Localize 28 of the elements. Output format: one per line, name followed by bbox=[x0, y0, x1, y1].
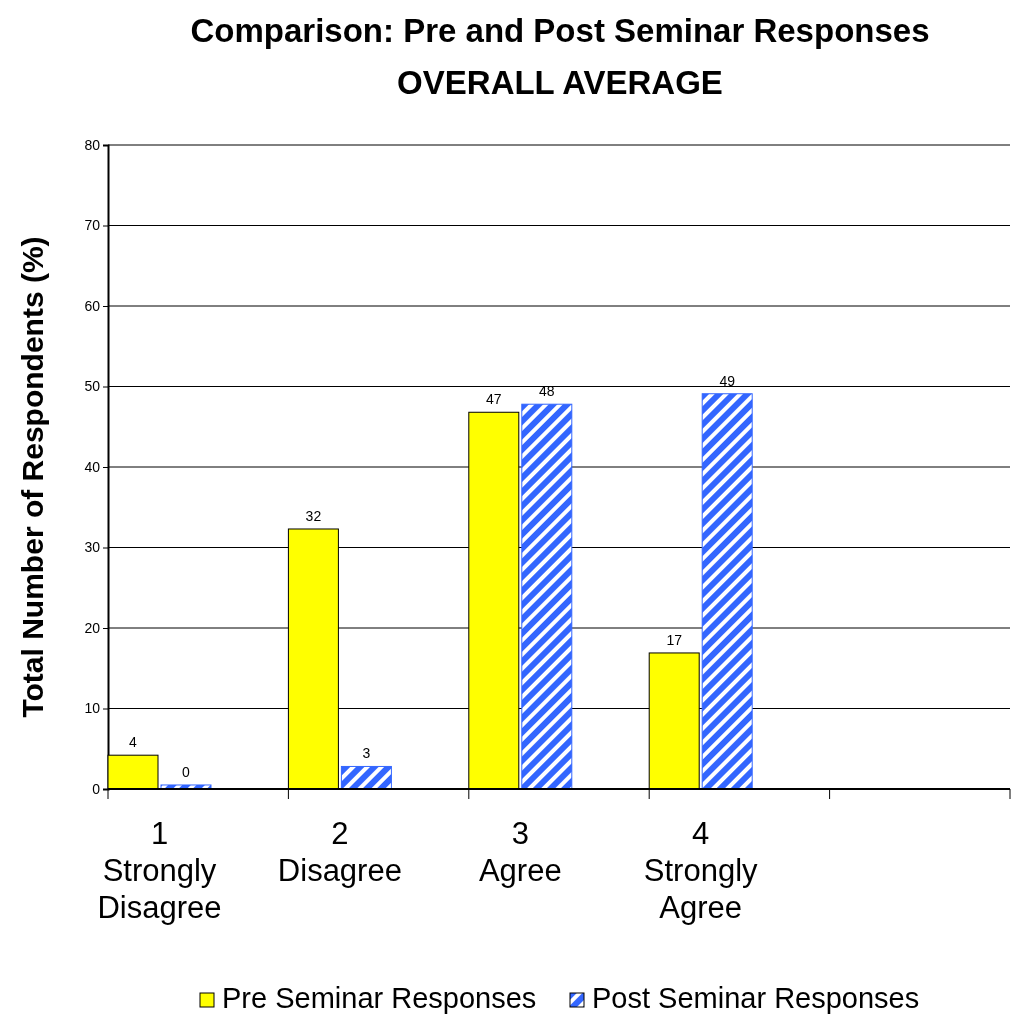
data-label: 47 bbox=[486, 391, 502, 408]
x-tick-label: 2 Disagree bbox=[277, 816, 402, 888]
y-tick-label: 70 bbox=[84, 217, 101, 234]
bar bbox=[340, 765, 392, 790]
legend-label: Pre Seminar Responses bbox=[222, 982, 537, 1014]
y-tick-label: 30 bbox=[84, 539, 101, 556]
bar bbox=[521, 403, 573, 790]
chart-title: Comparison: Pre and Post Seminar Responses bbox=[190, 12, 930, 49]
data-label: 17 bbox=[666, 631, 683, 648]
data-label: 0 bbox=[182, 763, 191, 780]
y-tick-label: 80 bbox=[84, 136, 101, 153]
data-label: 4 bbox=[129, 734, 138, 751]
y-tick-label: 50 bbox=[84, 378, 101, 395]
data-label: 49 bbox=[719, 372, 736, 389]
chart-subtitle: OVERALL AVERAGE bbox=[397, 64, 723, 101]
data-label: 32 bbox=[305, 507, 322, 524]
x-tick-label: 1 Strongly Disagree bbox=[97, 816, 222, 925]
data-label: 3 bbox=[362, 745, 371, 762]
y-tick-label: 10 bbox=[84, 700, 101, 717]
bar bbox=[701, 393, 753, 790]
y-tick-label: 0 bbox=[92, 780, 101, 797]
y-tick-label: 20 bbox=[84, 619, 101, 636]
y-tick-label: 60 bbox=[84, 297, 101, 314]
x-tick-label: 3 Agree bbox=[478, 816, 562, 888]
y-tick-label: 40 bbox=[84, 458, 101, 475]
legend-label: Post Seminar Responses bbox=[592, 982, 920, 1014]
y-axis-title: Total Number of Respondents (%) bbox=[16, 236, 49, 718]
x-tick-label: 4 Strongly Agree bbox=[643, 816, 759, 925]
